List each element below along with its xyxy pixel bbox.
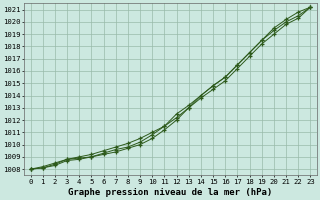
X-axis label: Graphe pression niveau de la mer (hPa): Graphe pression niveau de la mer (hPa)	[68, 188, 273, 197]
